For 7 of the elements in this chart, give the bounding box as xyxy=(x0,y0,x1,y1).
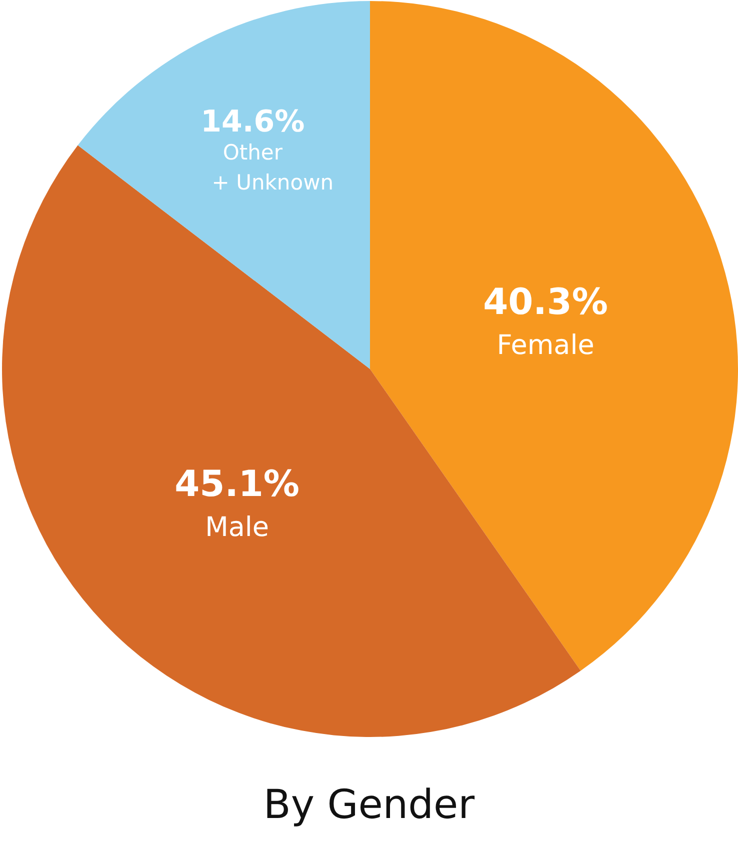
slice-label: Male xyxy=(205,512,270,544)
slice-label: Female xyxy=(496,330,594,361)
data-label: 14.6% xyxy=(200,104,305,140)
data-label: 45.1% xyxy=(174,464,300,506)
data-label: 40.3% xyxy=(483,282,608,323)
text: By Gender xyxy=(262,782,476,828)
slice-label: Other + Unknown xyxy=(212,140,334,194)
